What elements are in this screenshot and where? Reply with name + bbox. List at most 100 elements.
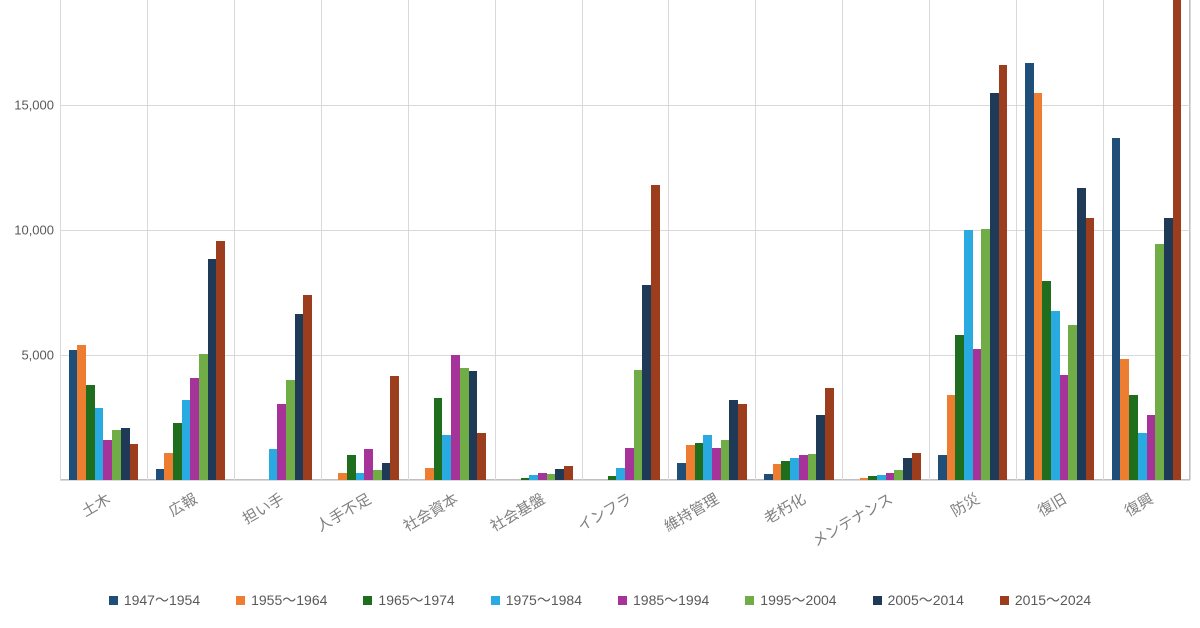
legend-swatch (873, 596, 882, 605)
bar (477, 433, 486, 481)
bar (903, 458, 912, 481)
gridline-h (60, 105, 1190, 106)
bar (1164, 218, 1173, 481)
bar (712, 448, 721, 481)
gridline-v (929, 0, 930, 480)
bar (460, 368, 469, 481)
bar (695, 443, 704, 481)
gridline-v (147, 0, 148, 480)
bar (625, 448, 634, 481)
bar (938, 455, 947, 480)
bar (877, 475, 886, 480)
gridline-v (668, 0, 669, 480)
bar (216, 241, 225, 480)
legend-label: 1985～1994 (633, 590, 709, 610)
bar (808, 454, 817, 480)
bar (738, 404, 747, 480)
legend-label: 2005～2014 (888, 590, 964, 610)
legend-label: 1995～2004 (760, 590, 836, 610)
legend-swatch (363, 596, 372, 605)
bar (1025, 63, 1034, 481)
gridline-v (582, 0, 583, 480)
category-label: インフラ (573, 488, 635, 536)
category-label: 老朽化 (760, 488, 809, 529)
bar (999, 65, 1008, 480)
bar (886, 473, 895, 481)
bar (1173, 0, 1182, 480)
gridline-v (842, 0, 843, 480)
bar (208, 259, 217, 480)
bar (182, 400, 191, 480)
bar (947, 395, 956, 480)
legend: 1947～1954 1955～1964 1965～1974 1975～1984 1985… (0, 590, 1200, 610)
bar (1120, 359, 1129, 480)
bar (199, 354, 208, 480)
bar (721, 440, 730, 480)
category-label: 社会資本 (399, 488, 461, 536)
bar (955, 335, 964, 480)
bar (425, 468, 434, 481)
gridline-v (408, 0, 409, 480)
bar (1034, 93, 1043, 481)
bar (729, 400, 738, 480)
legend-swatch (618, 596, 627, 605)
bar (77, 345, 86, 480)
legend-label: 1965～1974 (378, 590, 454, 610)
bar (538, 473, 547, 481)
legend-label: 1975～1984 (506, 590, 582, 610)
legend-swatch (745, 596, 754, 605)
bar (608, 476, 617, 480)
bar (86, 385, 95, 480)
bar (816, 415, 825, 480)
bar (347, 455, 356, 480)
legend-item: 2015～2024 (1000, 590, 1091, 610)
ytick-label: 10,000 (14, 223, 60, 238)
bar (773, 464, 782, 480)
bar (894, 470, 903, 480)
bar (1060, 375, 1069, 480)
category-label: 維持管理 (660, 488, 722, 536)
bar (277, 404, 286, 480)
bar (1112, 138, 1121, 481)
gridline-h (60, 355, 1190, 356)
category-label: メンテナンス (808, 488, 896, 551)
bar (564, 466, 573, 480)
bar (156, 469, 165, 480)
category-label: 人手不足 (312, 488, 374, 536)
gridline-v (60, 0, 61, 480)
bar (382, 463, 391, 481)
legend-swatch (109, 596, 118, 605)
category-label: 復興 (1121, 488, 1157, 521)
bar (1068, 325, 1077, 480)
bar (103, 440, 112, 480)
legend-item: 1985～1994 (618, 590, 709, 610)
bar (1155, 244, 1164, 480)
bar (338, 473, 347, 481)
legend-swatch (236, 596, 245, 605)
bar (390, 376, 399, 480)
bar (799, 455, 808, 480)
bar (547, 474, 556, 480)
bar (634, 370, 643, 480)
bar (642, 285, 651, 480)
bar (860, 478, 869, 481)
bar (442, 435, 451, 480)
bar (269, 449, 278, 480)
bar (1147, 415, 1156, 480)
bar (190, 378, 199, 481)
plot-area: 5,00010,00015,00020,000 (60, 0, 1190, 480)
gridline-v (755, 0, 756, 480)
bar (825, 388, 834, 481)
bar (286, 380, 295, 480)
bar (790, 458, 799, 481)
bar (1129, 395, 1138, 480)
bar (521, 478, 530, 481)
bar (990, 93, 999, 481)
bar (1051, 311, 1060, 480)
bar (451, 355, 460, 480)
legend-item: 1947～1954 (109, 590, 200, 610)
legend-label: 1947～1954 (124, 590, 200, 610)
bar (112, 430, 121, 480)
legend-label: 1955～1964 (251, 590, 327, 610)
bar (677, 463, 686, 481)
